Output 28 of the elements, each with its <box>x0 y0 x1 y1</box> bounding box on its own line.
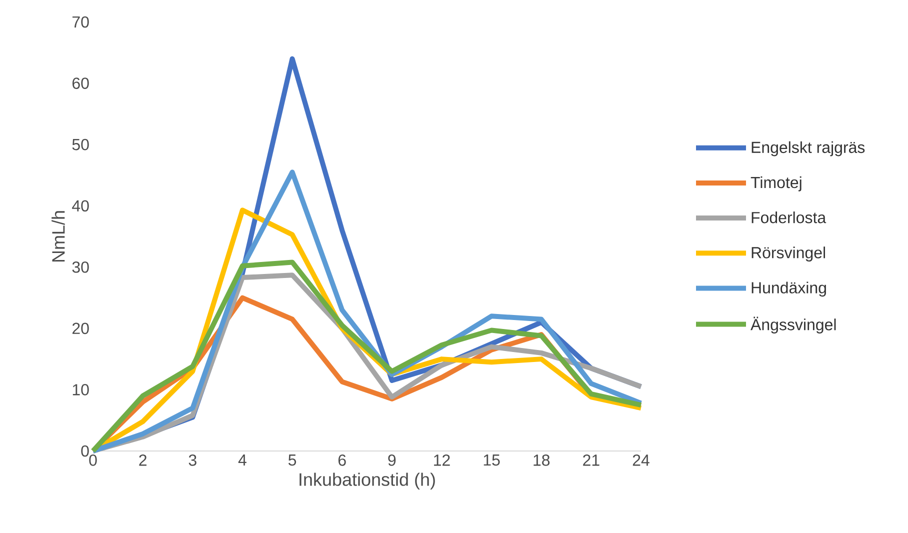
x-tick-label: 4 <box>238 454 246 466</box>
x-tick-label: 9 <box>388 454 396 466</box>
y-tick-label: 40 <box>72 200 89 212</box>
legend-label: Foderlosta <box>752 212 826 224</box>
legend-label: Hundäxing <box>752 282 826 297</box>
x-axis-title: Inkubationstid (h) <box>300 472 435 490</box>
y-tick-label: 30 <box>72 261 89 273</box>
x-tick-label: 24 <box>632 454 650 466</box>
x-tick-label: 0 <box>89 454 97 466</box>
x-tick-label: 12 <box>434 454 450 466</box>
legend-label: Engelskt rajgräs <box>752 141 865 156</box>
y-tick-label: 20 <box>72 322 89 334</box>
x-tick-label: 15 <box>484 454 500 466</box>
y-tick-label: 70 <box>72 16 89 28</box>
x-tick-label: 21 <box>583 454 600 466</box>
y-tick-label: 10 <box>72 384 89 396</box>
y-tick-label: 0 <box>81 445 89 457</box>
legend-label: Ängssvingel <box>750 316 836 334</box>
x-tick-label: 2 <box>139 454 146 466</box>
y-axis-title: NmL/h <box>52 211 65 262</box>
x-tick-label: 18 <box>534 454 550 466</box>
y-tick-label: 60 <box>72 78 89 89</box>
y-tick-label: 50 <box>72 138 89 150</box>
x-tick-label: 3 <box>188 454 196 466</box>
x-tick-label: 5 <box>288 454 296 466</box>
legend-label: Timotej <box>750 176 802 192</box>
x-tick-label: 6 <box>338 454 346 466</box>
legend-label: Rörsvingel <box>752 246 826 262</box>
